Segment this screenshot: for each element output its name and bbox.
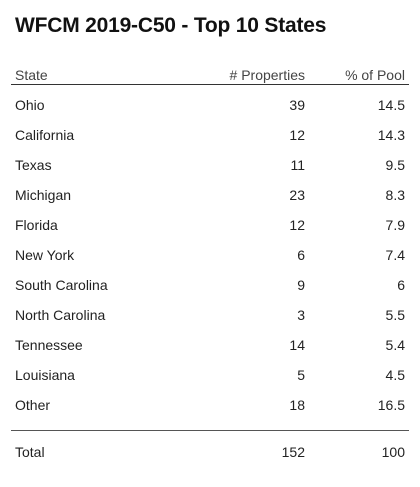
state-cell: Tennessee	[15, 337, 83, 353]
total-divider	[11, 430, 409, 431]
pool-cell: 9.5	[385, 157, 405, 173]
table-header: State # Properties % of Pool	[11, 66, 409, 85]
state-cell: Florida	[15, 217, 58, 233]
column-header-state: State	[15, 67, 48, 83]
properties-cell: 11	[290, 157, 305, 173]
table-row: New York 6 7.4	[11, 240, 409, 270]
total-properties: 152	[281, 444, 305, 460]
properties-cell: 14	[289, 337, 305, 353]
state-cell: North Carolina	[15, 307, 106, 323]
properties-cell: 12	[289, 217, 305, 233]
column-header-pool: % of Pool	[345, 67, 405, 83]
pool-cell: 5.5	[385, 307, 405, 323]
table-row: Louisiana 5 4.5	[11, 360, 409, 390]
properties-cell: 3	[297, 307, 305, 323]
properties-cell: 18	[289, 397, 305, 413]
state-cell: South Carolina	[15, 277, 108, 293]
pool-cell: 7.9	[385, 217, 405, 233]
table-row: Florida 12 7.9	[11, 210, 409, 240]
pool-cell: 8.3	[385, 187, 405, 203]
table-row: Michigan 23 8.3	[11, 180, 409, 210]
properties-cell: 6	[297, 247, 305, 263]
page-title: WFCM 2019-C50 - Top 10 States	[15, 14, 327, 37]
spacer	[11, 420, 409, 430]
table-row: Tennessee 14 5.4	[11, 330, 409, 360]
state-cell: California	[15, 127, 75, 143]
total-row: Total 152 100	[11, 437, 409, 467]
pool-cell: 6	[397, 277, 405, 293]
properties-cell: 39	[289, 97, 305, 113]
properties-cell: 12	[289, 127, 305, 143]
pool-cell: 16.5	[377, 397, 405, 413]
table-row: South Carolina 9 6	[11, 270, 409, 300]
pool-cell: 4.5	[385, 367, 405, 383]
total-pool: 100	[381, 444, 405, 460]
state-cell: Michigan	[15, 187, 72, 203]
pool-cell: 7.4	[385, 247, 405, 263]
properties-cell: 9	[297, 277, 305, 293]
state-cell: Ohio	[15, 97, 45, 113]
total-label: Total	[15, 444, 45, 460]
table-row: North Carolina 3 5.5	[11, 300, 409, 330]
table-body: Ohio 39 14.5 California 12 14.3 Texas 11…	[11, 85, 409, 420]
state-cell: Other	[15, 397, 51, 413]
states-table: State # Properties % of Pool Ohio 39 14.…	[11, 66, 409, 467]
table-row: Ohio 39 14.5	[11, 90, 409, 120]
state-cell: Louisiana	[15, 367, 75, 383]
pool-cell: 14.5	[377, 97, 405, 113]
state-cell: New York	[15, 247, 75, 263]
column-header-properties: # Properties	[229, 67, 305, 83]
state-cell: Texas	[15, 157, 52, 173]
table-row: California 12 14.3	[11, 120, 409, 150]
pool-cell: 14.3	[377, 127, 405, 143]
table-row: Other 18 16.5	[11, 390, 409, 420]
properties-cell: 23	[289, 187, 305, 203]
pool-cell: 5.4	[385, 337, 405, 353]
properties-cell: 5	[297, 367, 305, 383]
table-row: Texas 11 9.5	[11, 150, 409, 180]
